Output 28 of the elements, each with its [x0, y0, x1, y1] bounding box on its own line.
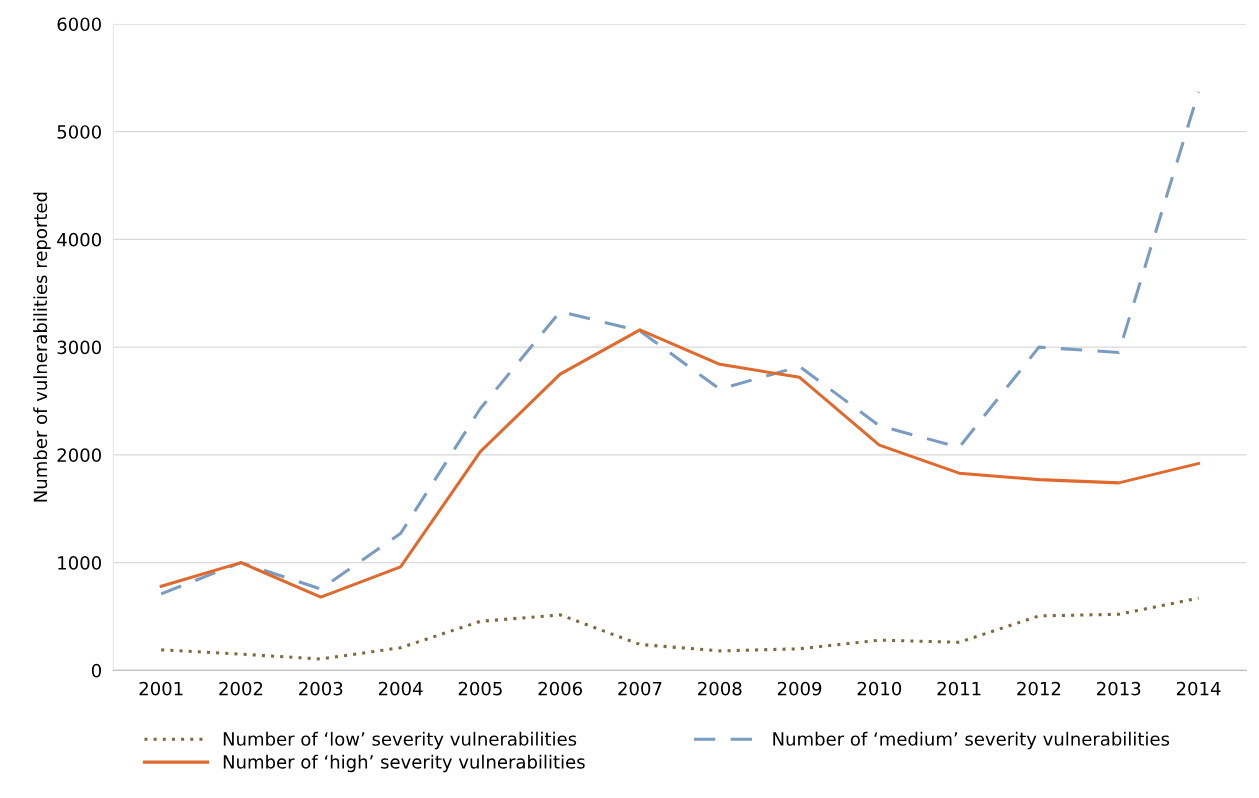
x-tick-label: 2008 [698, 681, 742, 696]
legend-label: Number of ‘high’ severity vulnerabilities [223, 754, 585, 773]
y-tick-label: 6000 [57, 17, 101, 32]
x-tick-label: 2004 [378, 681, 423, 696]
line-series [159, 90, 1201, 596]
line-series [159, 596, 1201, 661]
y-tick-label: 3000 [57, 340, 101, 355]
x-tick-label: 2005 [458, 681, 502, 696]
line-series [159, 328, 1201, 599]
legend-label: Number of ‘low’ severity vulnerabilities [223, 731, 577, 750]
x-tick-label: 2012 [1017, 681, 1061, 696]
x-tick-label: 2014 [1176, 681, 1221, 696]
x-tick-label: 2009 [777, 681, 822, 696]
y-tick-label: 4000 [57, 232, 101, 247]
y-axis-title: Number of vulnerabilities reported [33, 192, 51, 502]
x-tick-label: 2011 [937, 681, 981, 696]
x-tick-label: 2001 [139, 681, 183, 696]
y-tick-label: 0 [91, 663, 101, 678]
y-tick-label: 1000 [58, 556, 101, 570]
x-tick-label: 2013 [1097, 681, 1141, 696]
legend-label: Number of ‘medium’ severity vulnerabilities [773, 731, 1170, 750]
x-tick-label: 2002 [219, 681, 263, 696]
x-tick-label: 2006 [538, 681, 582, 696]
x-tick-label: 2010 [857, 681, 902, 696]
y-tick-label: 2000 [57, 448, 101, 462]
y-tick-label: 5000 [57, 125, 101, 139]
x-tick-label: 2007 [618, 681, 662, 696]
x-tick-label: 2003 [299, 681, 343, 696]
